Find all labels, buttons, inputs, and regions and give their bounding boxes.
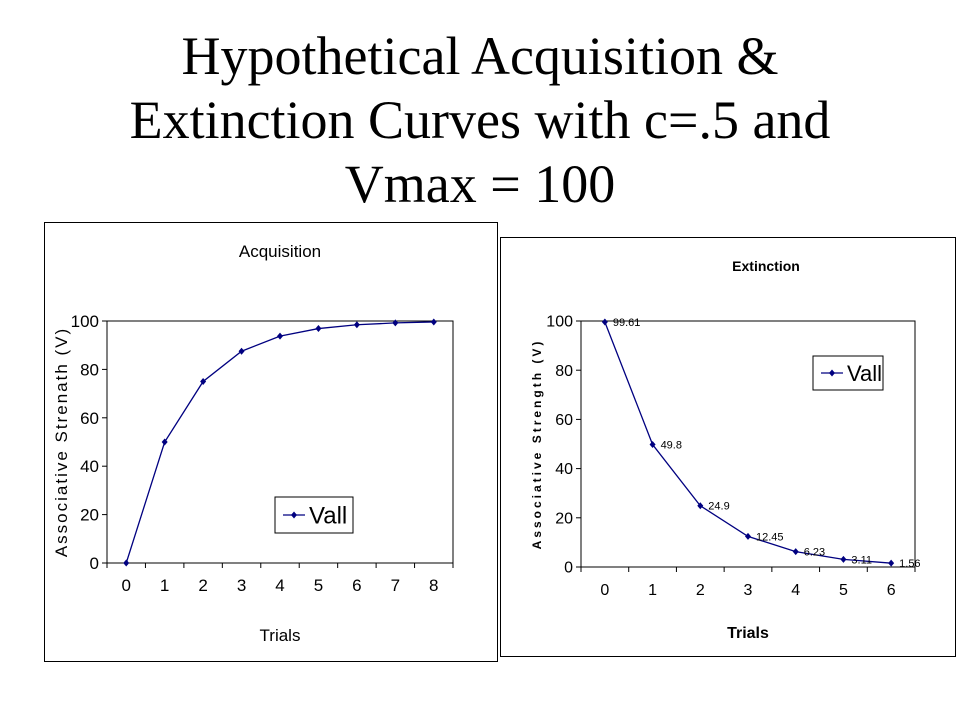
x-tick-label: 0 [121,576,130,595]
y-tick-label: 60 [80,409,99,428]
x-tick-label: 2 [198,576,207,595]
data-point [601,318,608,326]
x-tick-label: 5 [314,576,323,595]
data-point [649,440,656,448]
x-tick-label: 0 [600,582,609,599]
data-point [315,325,322,333]
slide-title: Hypothetical Acquisition & Extinction Cu… [40,24,920,216]
acquisition-chart-panel: Acquisition 0 20 40 60 80 100 0 1 2 3 4 5 6 7 8 Trials As… [44,222,498,662]
legend-label: Vall [847,361,882,386]
x-axis-title: Trials [727,625,769,642]
chart-title: Extinction [732,258,800,274]
data-label: 24.9 [708,501,729,513]
x-axis-title: Trials [260,626,301,645]
legend-point-marker [291,511,297,519]
y-axis-title: Associative Strenath (V) [52,327,71,557]
data-label: 99.61 [613,317,641,329]
y-tick-label: 80 [80,360,99,379]
data-point [277,332,283,340]
slide-title-line-1: Hypothetical Acquisition & [181,26,779,86]
x-tick-label: 1 [648,582,657,599]
data-point [792,548,799,556]
slide-title-line-2: Extinction Curves with c=.5 and [129,90,831,150]
x-tick-label: 5 [839,582,848,599]
plot-area [106,320,454,564]
data-label: 3.11 [851,554,872,566]
y-tick-label: 80 [555,363,573,380]
data-point [238,347,245,355]
data-point [353,321,360,329]
data-point [745,532,751,540]
data-label: 6.23 [804,547,825,559]
acquisition-chart: Acquisition 0 20 40 60 80 100 0 1 2 3 4 5 6 7 8 Trials As… [52,242,454,645]
x-tick-label: 4 [791,582,800,599]
extinction-chart: Extinction 0 20 40 60 80 100 0 1 2 3 4 5 6 Trials Assoc… [530,258,921,642]
y-tick-label: 0 [564,560,573,577]
x-tick-label: 2 [696,582,705,599]
x-tick-label: 3 [744,582,753,599]
x-tick-label: 6 [352,576,361,595]
extinction-chart-panel: Extinction 0 20 40 60 80 100 0 1 2 3 4 5 6 Trials Assoc… [500,237,956,657]
data-point [840,555,847,563]
slide-title-line-3: Vmax = 100 [344,154,616,214]
y-tick-label: 40 [80,457,99,476]
data-point [392,319,399,327]
x-tick-label: 3 [237,576,246,595]
x-tick-label: 1 [160,576,169,595]
data-label: 49.8 [661,439,682,451]
data-point [430,318,437,326]
legend-label: Vall [309,503,347,530]
x-tick-label: 4 [275,576,284,595]
y-tick-label: 100 [71,312,99,331]
y-axis-title: Associative Strength (V) [530,339,544,550]
y-tick-label: 60 [555,412,573,429]
legend-point-marker [829,369,835,377]
data-label: 1.56 [899,558,920,570]
y-tick-label: 20 [80,506,99,525]
data-point [123,559,130,567]
y-tick-label: 100 [546,314,573,331]
x-tick-label: 8 [429,576,438,595]
y-tick-label: 40 [555,461,573,478]
data-point [161,438,168,446]
y-tick-label: 0 [90,554,99,573]
data-label: 12.45 [756,531,784,543]
data-point [888,559,895,567]
x-tick-label: 6 [887,582,896,599]
y-tick-label: 20 [555,510,573,527]
data-point [697,502,704,510]
data-point [200,378,207,385]
chart-title: Acquisition [239,242,321,261]
x-tick-label: 7 [391,576,400,595]
plot-area [580,320,916,568]
